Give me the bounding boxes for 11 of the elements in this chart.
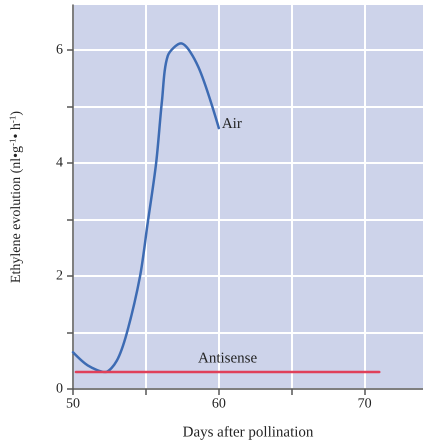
- series-label: Antisense: [198, 350, 258, 367]
- y-tick-label: 0: [56, 382, 63, 396]
- x-axis-title: Days after pollination: [182, 424, 314, 440]
- x-tick-label: 70: [358, 396, 372, 412]
- series-label: Air: [222, 116, 242, 132]
- y-tick-label: 6: [56, 42, 63, 58]
- x-tick-label: 60: [212, 396, 226, 412]
- y-tick-label: 4: [56, 156, 63, 171]
- y-tick-label: 2: [56, 268, 63, 284]
- y-axis-title: Ethylene evolution (nl•g-1• h-1): [8, 110, 24, 284]
- x-tick-label: 50: [66, 396, 80, 412]
